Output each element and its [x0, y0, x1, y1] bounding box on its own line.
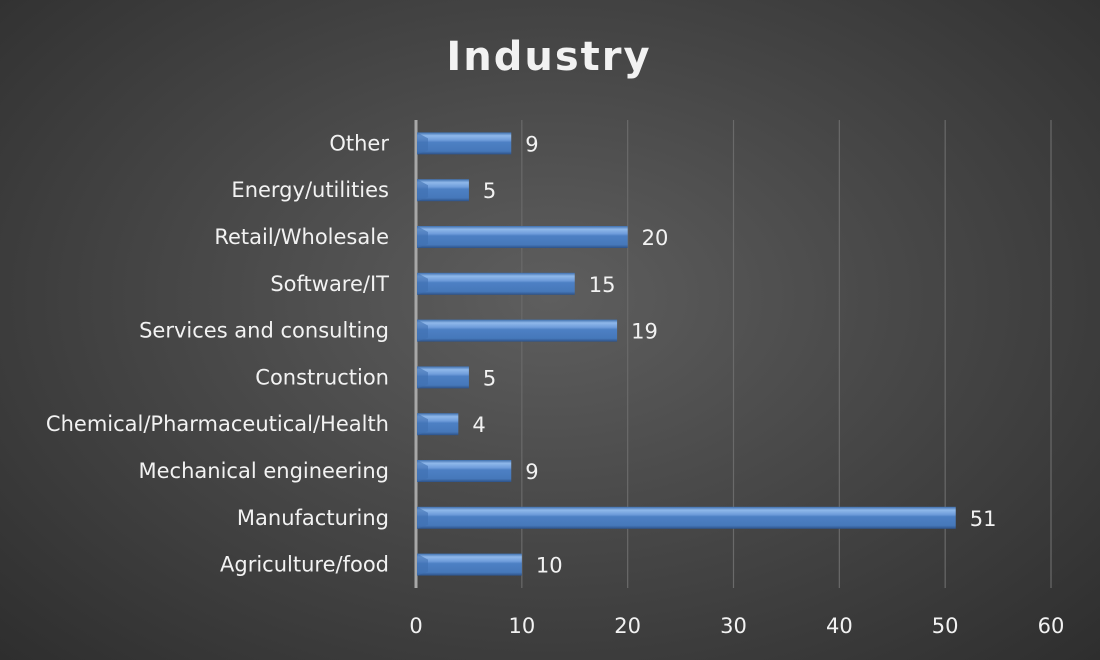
x-tick-label: 10	[508, 614, 535, 638]
category-label: Software/IT	[270, 272, 389, 296]
bar-bevel	[417, 226, 428, 248]
bar-bevel	[417, 366, 428, 389]
bar-bevel	[417, 553, 428, 576]
x-tick-label: 40	[826, 614, 853, 638]
bar	[417, 226, 628, 248]
data-label: 19	[631, 320, 658, 344]
x-tick-label: 20	[614, 614, 641, 638]
data-label: 51	[970, 507, 997, 531]
category-label: Agriculture/food	[220, 553, 389, 577]
bar	[417, 132, 512, 155]
bar-bevel	[417, 506, 428, 529]
chart-title: Industry	[446, 34, 651, 80]
bar	[417, 553, 522, 576]
x-tick-label: 60	[1038, 614, 1065, 638]
bar-bevel	[417, 272, 428, 295]
category-label: Chemical/Pharmaceutical/Health	[46, 412, 389, 436]
data-label: 9	[525, 460, 538, 484]
category-label: Mechanical engineering	[139, 459, 389, 483]
bar-bevel	[417, 179, 428, 202]
bar	[417, 319, 618, 342]
category-label: Retail/Wholesale	[214, 225, 389, 249]
bar	[417, 272, 575, 295]
data-label: 20	[642, 226, 669, 250]
x-tick-label: 30	[720, 614, 747, 638]
bar-bevel	[417, 132, 428, 155]
category-label: Construction	[255, 365, 389, 389]
data-label: 15	[589, 273, 616, 297]
category-label: Manufacturing	[237, 506, 389, 530]
data-label: 10	[536, 554, 563, 578]
x-tick-label: 50	[932, 614, 959, 638]
bar-bevel	[417, 460, 428, 482]
data-label: 5	[483, 179, 496, 203]
bar-bevel	[417, 413, 428, 436]
category-label: Other	[329, 131, 389, 155]
bar	[417, 506, 956, 529]
category-label: Services and consulting	[139, 319, 389, 343]
data-label: 5	[483, 366, 496, 390]
bar	[417, 179, 469, 202]
bar	[417, 366, 469, 389]
bar-bevel	[417, 319, 428, 342]
bar	[417, 460, 512, 482]
x-tick-label: 0	[409, 614, 422, 638]
category-label: Energy/utilities	[231, 178, 389, 202]
data-label: 9	[525, 132, 538, 156]
data-label: 4	[472, 413, 485, 437]
